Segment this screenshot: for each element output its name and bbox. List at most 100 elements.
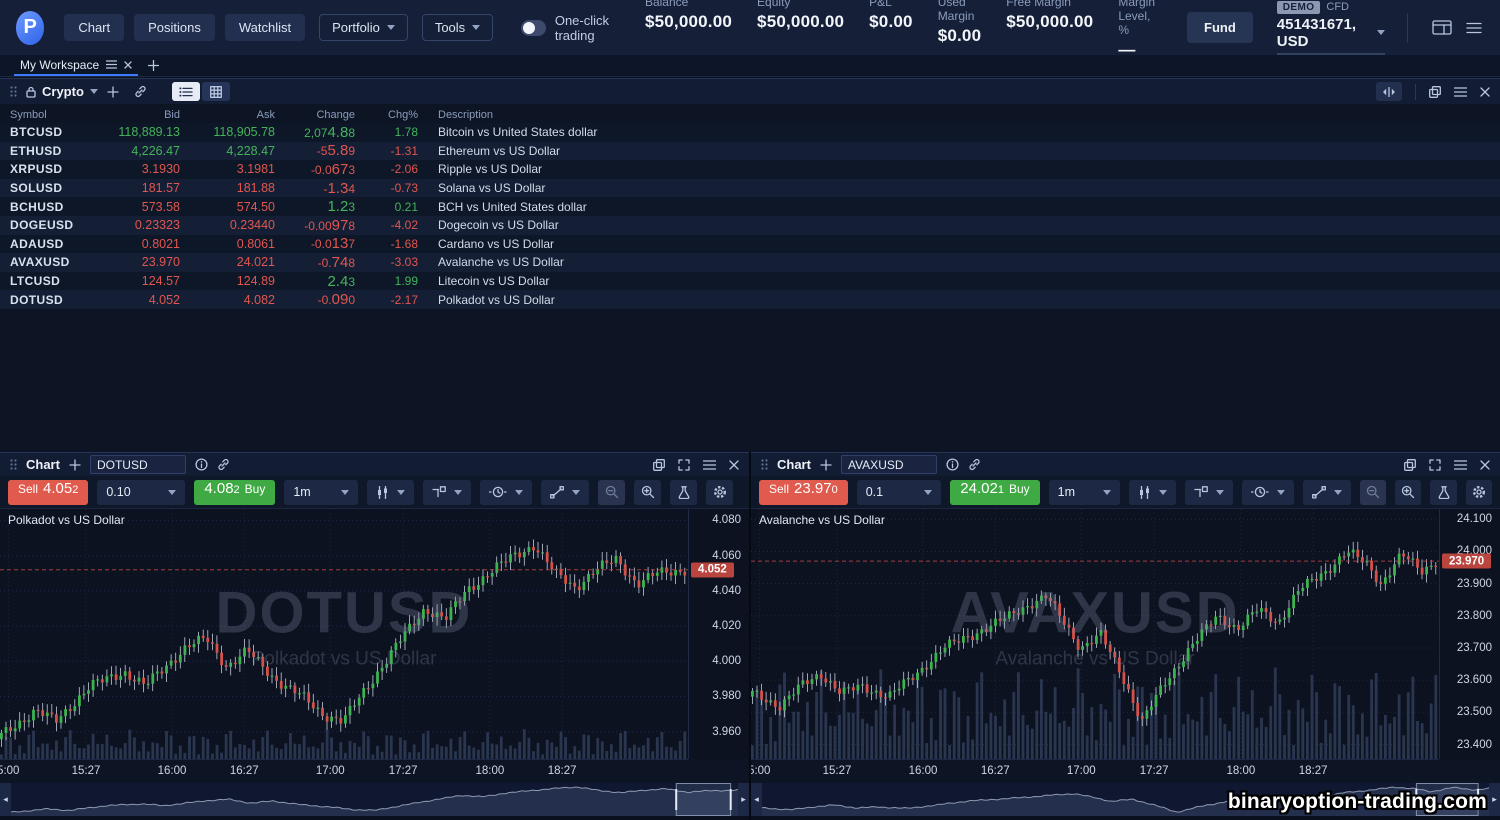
- watchlist-title-dropdown[interactable]: Crypto: [26, 84, 98, 99]
- scroll-right-button[interactable]: ▸: [1489, 783, 1500, 817]
- zoom-in-button[interactable]: [634, 479, 662, 505]
- panel-menu-icon[interactable]: [1454, 459, 1467, 470]
- time-label: 16:00: [908, 764, 938, 777]
- drag-handle-icon[interactable]: [761, 459, 768, 470]
- expand-panel-icon[interactable]: [1429, 458, 1441, 471]
- quantity-dropdown[interactable]: 0.1: [856, 479, 942, 505]
- add-workspace-button[interactable]: [148, 55, 160, 76]
- info-icon[interactable]: [195, 458, 208, 471]
- table-row[interactable]: DOGEUSD 0.23323 0.23440 -0.00978 -4.02 Dogeco…: [0, 215, 1500, 235]
- tab-menu-icon[interactable]: [106, 60, 118, 69]
- account-selector[interactable]: DEMO CFD 451431671, USD: [1276, 0, 1386, 55]
- add-chart-button[interactable]: [820, 458, 832, 471]
- chart-type-dropdown[interactable]: [1128, 479, 1176, 505]
- buy-button[interactable]: 24.021 Buy: [950, 479, 1040, 505]
- layout-icon[interactable]: [1430, 18, 1454, 37]
- layout-split-dropdown[interactable]: [423, 479, 472, 505]
- panel-menu-icon[interactable]: [1454, 86, 1467, 97]
- layout-split-dropdown[interactable]: [1184, 479, 1233, 505]
- lock-icon: [26, 86, 36, 98]
- chart-navigator[interactable]: ◂ ▸: [0, 783, 749, 817]
- drag-handle-icon[interactable]: [10, 86, 17, 97]
- scroll-left-button[interactable]: ◂: [0, 783, 11, 817]
- cell-description: Dogecoin vs US Dollar: [438, 218, 559, 233]
- add-chart-button[interactable]: [69, 458, 81, 471]
- table-row[interactable]: ETHUSD 4,226.47 4,228.47 -55.89 -1.31 Ethereu…: [0, 141, 1500, 161]
- link-icon[interactable]: [968, 458, 981, 471]
- swap-columns-button[interactable]: [1376, 82, 1402, 101]
- last-price-tag: 4.052: [691, 562, 734, 578]
- nav-chart-button[interactable]: Chart: [64, 14, 125, 41]
- table-row[interactable]: AVAXUSD 23.970 24.021 -0.748 -3.03 Avalanche …: [0, 253, 1500, 272]
- table-row[interactable]: ADAUSD 0.8021 0.8061 -0.0137 -1.68 Cardano vs…: [0, 234, 1500, 254]
- indicators-button[interactable]: [1430, 479, 1457, 505]
- duplicate-panel-icon[interactable]: [1404, 458, 1416, 471]
- nav-watchlist-button[interactable]: Watchlist: [224, 14, 306, 41]
- timeframe-dropdown[interactable]: 1m: [284, 479, 359, 505]
- cell-change: -55.89: [316, 142, 355, 160]
- scroll-left-button[interactable]: ◂: [751, 783, 762, 817]
- symbol-input[interactable]: [89, 455, 186, 475]
- chart-type-dropdown[interactable]: [367, 479, 415, 505]
- table-row[interactable]: BTCUSD 118,889.13 118,905.78 2,074.88 1.78 Bi…: [0, 123, 1500, 142]
- portfolio-dropdown[interactable]: Portfolio: [319, 14, 408, 41]
- time-axis[interactable]: 5:00 15:27 16:00 16:27 17:00 17:27 18:00 18:27: [0, 758, 688, 784]
- time-label: 17:00: [315, 764, 345, 777]
- list-view-button[interactable]: [171, 82, 200, 101]
- add-symbol-button[interactable]: [107, 85, 119, 98]
- sell-button[interactable]: Sell 4.052: [8, 479, 89, 505]
- tab-close-icon[interactable]: [124, 60, 132, 69]
- chart-navigator[interactable]: ◂ ▸: [751, 783, 1500, 817]
- table-row[interactable]: XRPUSD 3.1930 3.1981 -0.0673 -2.06 Ripple vs …: [0, 160, 1500, 179]
- expand-panel-icon[interactable]: [678, 458, 690, 471]
- price-plot[interactable]: Avalanche vs US Dollar AVAXUSD Avalanche…: [751, 508, 1439, 759]
- link-icon[interactable]: [134, 85, 147, 98]
- timeframe-dropdown[interactable]: 1m: [1048, 479, 1120, 505]
- zoom-out-button[interactable]: [1359, 479, 1387, 505]
- grid-view-button[interactable]: [201, 82, 230, 101]
- table-row[interactable]: BCHUSD 573.58 574.50 1.23 0.21 BCH vs United …: [0, 197, 1500, 216]
- fund-button[interactable]: Fund: [1187, 12, 1253, 43]
- zoom-in-button[interactable]: [1395, 479, 1422, 505]
- settings-button[interactable]: [706, 479, 734, 505]
- one-click-trading-toggle[interactable]: [521, 19, 546, 36]
- chart-area[interactable]: Avalanche vs US Dollar AVAXUSD Avalanche…: [751, 507, 1500, 759]
- close-panel-icon[interactable]: [1480, 459, 1490, 470]
- indicators-button[interactable]: [670, 479, 698, 505]
- quantity-dropdown[interactable]: 0.10: [97, 479, 186, 505]
- table-row[interactable]: LTCUSD 124.57 124.89 2.43 1.99 Litecoin vs US…: [0, 271, 1500, 291]
- close-panel-icon[interactable]: [729, 459, 739, 470]
- buy-button[interactable]: 4.082 Buy: [194, 479, 276, 505]
- zoom-out-button[interactable]: [598, 479, 626, 505]
- menu-icon[interactable]: [1464, 20, 1484, 36]
- info-icon[interactable]: [946, 458, 959, 471]
- symbol-input[interactable]: [840, 455, 937, 475]
- duplicate-panel-icon[interactable]: [653, 458, 665, 471]
- scroll-right-button[interactable]: ▸: [738, 783, 749, 817]
- time-axis[interactable]: 5:00 15:27 16:00 16:27 17:00 17:27 18:00 18:27: [751, 758, 1439, 784]
- close-panel-icon[interactable]: [1480, 86, 1490, 97]
- duplicate-panel-icon[interactable]: [1429, 85, 1441, 98]
- sell-button[interactable]: Sell 23.970: [759, 479, 848, 505]
- chart-area[interactable]: Polkadot vs US Dollar DOTUSD Polkadot vs…: [0, 507, 749, 759]
- panel-menu-icon[interactable]: [703, 459, 716, 470]
- table-row[interactable]: DOTUSD 4.052 4.082 -0.090 -2.17 Polkadot vs U…: [0, 290, 1500, 309]
- flask-icon: [1438, 485, 1449, 499]
- tools-dropdown[interactable]: Tools: [421, 14, 494, 41]
- time-session-dropdown[interactable]: [1241, 479, 1294, 505]
- chart-header: Chart: [751, 453, 1500, 477]
- table-row[interactable]: SOLUSD 181.57 181.88 -1.34 -0.73 Solana vs US…: [0, 178, 1500, 198]
- time-session-dropdown[interactable]: [480, 479, 533, 505]
- price-axis[interactable]: 24.100 24.000 23.900 23.800 23.700 23.600 23.5…: [1439, 508, 1500, 759]
- nav-positions-button[interactable]: Positions: [134, 14, 215, 41]
- price-plot[interactable]: Polkadot vs US Dollar DOTUSD Polkadot vs…: [0, 508, 688, 759]
- price-axis[interactable]: 4.080 4.060 4.040 4.020 4.000 3.980 3.960 4.052: [688, 508, 749, 759]
- app-logo[interactable]: P: [16, 10, 45, 45]
- workspace-tab[interactable]: My Workspace: [14, 55, 139, 76]
- time-label: 18:00: [475, 764, 505, 777]
- settings-button[interactable]: [1465, 479, 1492, 505]
- drawing-tools-dropdown[interactable]: [1302, 479, 1351, 505]
- drag-handle-icon[interactable]: [10, 459, 17, 470]
- link-icon[interactable]: [217, 458, 230, 471]
- drawing-tools-dropdown[interactable]: [541, 479, 590, 505]
